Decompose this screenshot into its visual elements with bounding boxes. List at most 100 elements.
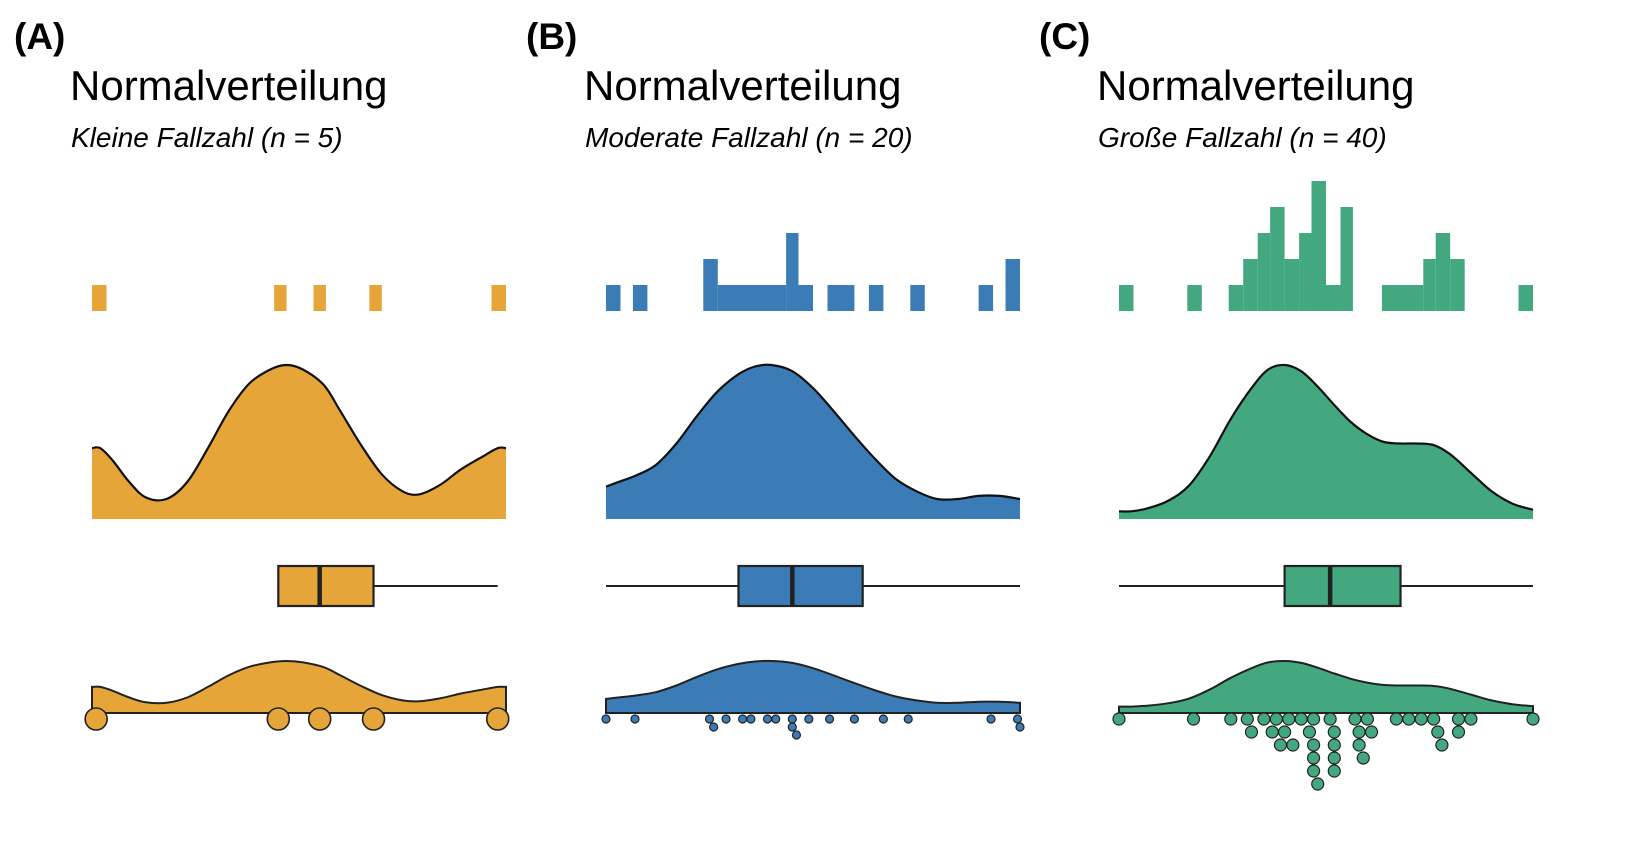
- histogram: [92, 285, 506, 311]
- histogram-bar: [1340, 207, 1353, 311]
- histogram-bar: [1381, 285, 1424, 311]
- data-point: [1302, 725, 1317, 739]
- data-point: [1526, 712, 1540, 726]
- data-point: [1278, 725, 1292, 739]
- histogram-bar: [1311, 181, 1326, 311]
- data-point: [1186, 712, 1201, 726]
- data-point: [1273, 738, 1288, 752]
- histogram-bar: [786, 233, 799, 311]
- data-point: [1352, 738, 1366, 752]
- density-curve: [605, 363, 1021, 501]
- histogram-bar: [1243, 259, 1258, 311]
- panel-label: (A): [14, 16, 66, 57]
- rain-density: [1118, 659, 1534, 714]
- data-point: [84, 707, 108, 731]
- histogram: [1119, 181, 1533, 311]
- boxplot-box: [737, 564, 864, 608]
- data-point: [1112, 712, 1126, 726]
- data-point: [1286, 738, 1300, 752]
- data-point: [986, 714, 996, 724]
- rain-dots: [1112, 712, 1540, 791]
- data-point: [1451, 725, 1466, 739]
- panel-title: Normalverteilung: [1097, 62, 1415, 109]
- rain-density: [91, 659, 507, 714]
- data-point: [824, 714, 835, 724]
- data-point: [1265, 725, 1279, 739]
- data-point: [709, 722, 719, 732]
- data-point: [1282, 712, 1296, 726]
- data-point: [903, 714, 913, 724]
- histogram-bar: [1450, 259, 1465, 311]
- data-point: [630, 714, 640, 724]
- data-point: [1257, 712, 1271, 726]
- panel-subtitle: Kleine Fallzahl (n = 5): [71, 122, 343, 153]
- raincloud-plot-b: [601, 233, 1025, 740]
- rain-dots: [601, 714, 1025, 740]
- panel-label: (B): [526, 16, 578, 57]
- data-point: [1327, 764, 1341, 778]
- data-point: [1306, 751, 1321, 765]
- data-point: [1294, 712, 1308, 726]
- data-point: [1402, 712, 1416, 726]
- panel-a: (A) Normalverteilung Kleine Fallzahl (n …: [0, 0, 540, 864]
- raincloud-plot-c: [1112, 181, 1540, 791]
- histogram: [606, 233, 1020, 311]
- data-point: [1356, 751, 1370, 765]
- data-point: [1327, 751, 1341, 765]
- data-point: [1435, 738, 1449, 752]
- data-point: [1389, 712, 1403, 726]
- histogram-bar: [313, 285, 326, 311]
- data-point: [601, 714, 611, 724]
- data-point: [1431, 725, 1445, 739]
- boxplot-box: [1283, 564, 1402, 608]
- histogram-bar: [717, 285, 787, 311]
- data-point: [1306, 712, 1321, 726]
- density-curve: [91, 363, 507, 502]
- density-curve: [1118, 363, 1534, 513]
- density-area: [92, 365, 506, 519]
- panel-title: Normalverteilung: [584, 62, 902, 109]
- data-point: [1244, 725, 1259, 739]
- data-point: [746, 714, 756, 724]
- histogram-bar: [1423, 259, 1436, 311]
- data-point: [878, 714, 888, 724]
- boxplot: [277, 564, 498, 608]
- data-point: [1364, 725, 1379, 739]
- data-point: [804, 714, 814, 724]
- histogram-bar: [274, 285, 287, 311]
- data-point: [787, 722, 797, 732]
- rain-dots: [84, 707, 510, 731]
- data-point: [1327, 738, 1341, 752]
- raincloud-plot-a: [84, 285, 510, 731]
- panel-b: (B) Normalverteilung Moderate Fallzahl (…: [514, 0, 1054, 864]
- data-point: [1240, 712, 1254, 726]
- data-point: [1311, 777, 1325, 791]
- data-point: [1224, 712, 1238, 726]
- panel-c: (C) Normalverteilung Große Fallzahl (n =…: [1027, 0, 1567, 864]
- rain-density: [605, 659, 1021, 714]
- data-point: [1464, 712, 1478, 726]
- panel-subtitle: Große Fallzahl (n = 40): [1098, 122, 1387, 153]
- histogram-bar: [910, 285, 925, 311]
- data-point: [1414, 712, 1428, 726]
- histogram-bar: [798, 285, 813, 311]
- data-point: [1427, 712, 1441, 726]
- histogram-bar: [632, 285, 648, 311]
- data-point: [721, 714, 731, 724]
- histogram-bar: [1187, 285, 1202, 311]
- panel-label: (C): [1039, 16, 1091, 57]
- histogram-bar: [1228, 285, 1244, 311]
- data-point: [849, 714, 859, 724]
- data-point: [704, 714, 715, 724]
- data-point: [1348, 712, 1362, 726]
- data-point: [1306, 764, 1321, 778]
- histogram-bar: [92, 285, 107, 311]
- histogram-bar: [1005, 259, 1020, 311]
- histogram-bar: [491, 285, 506, 311]
- histogram-bar: [1119, 285, 1134, 311]
- data-point: [1306, 738, 1321, 752]
- histogram-bar: [1435, 233, 1451, 311]
- data-point: [771, 714, 781, 724]
- histogram-bar: [1270, 207, 1285, 311]
- data-point: [266, 707, 291, 731]
